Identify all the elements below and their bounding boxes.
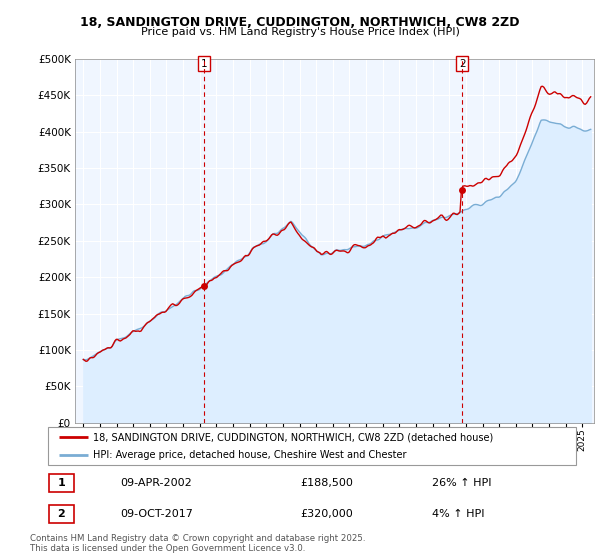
Text: 18, SANDINGTON DRIVE, CUDDINGTON, NORTHWICH, CW8 2ZD: 18, SANDINGTON DRIVE, CUDDINGTON, NORTHW… — [80, 16, 520, 29]
Text: £320,000: £320,000 — [300, 509, 353, 519]
Text: 2: 2 — [459, 59, 466, 69]
FancyBboxPatch shape — [49, 505, 74, 523]
Text: 2: 2 — [58, 509, 65, 519]
Text: 26% ↑ HPI: 26% ↑ HPI — [432, 478, 491, 488]
Text: 4% ↑ HPI: 4% ↑ HPI — [432, 509, 485, 519]
Text: 18, SANDINGTON DRIVE, CUDDINGTON, NORTHWICH, CW8 2ZD (detached house): 18, SANDINGTON DRIVE, CUDDINGTON, NORTHW… — [93, 432, 493, 442]
Text: 1: 1 — [58, 478, 65, 488]
Text: HPI: Average price, detached house, Cheshire West and Chester: HPI: Average price, detached house, Ches… — [93, 450, 406, 460]
Text: Contains HM Land Registry data © Crown copyright and database right 2025.
This d: Contains HM Land Registry data © Crown c… — [30, 534, 365, 553]
Text: 1: 1 — [201, 59, 208, 69]
FancyBboxPatch shape — [48, 427, 576, 465]
Text: £188,500: £188,500 — [300, 478, 353, 488]
FancyBboxPatch shape — [49, 474, 74, 492]
Text: 09-OCT-2017: 09-OCT-2017 — [120, 509, 193, 519]
Text: Price paid vs. HM Land Registry's House Price Index (HPI): Price paid vs. HM Land Registry's House … — [140, 27, 460, 37]
Text: 09-APR-2002: 09-APR-2002 — [120, 478, 192, 488]
